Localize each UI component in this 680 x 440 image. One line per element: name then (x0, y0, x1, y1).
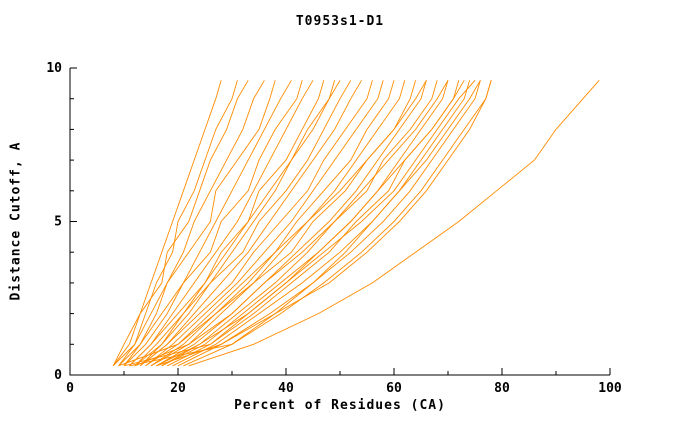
x-axis-label: Percent of Residues (CA) (234, 398, 446, 413)
model-curve (123, 80, 465, 367)
model-curve (123, 80, 303, 367)
model-curve (129, 80, 481, 367)
model-curve (150, 80, 417, 367)
model-curve (134, 80, 449, 367)
model-curve (129, 80, 325, 367)
model-curve (112, 80, 249, 367)
model-curve (134, 80, 336, 367)
x-tick-label: 40 (278, 381, 294, 396)
model-curve (145, 80, 384, 367)
model-curve (112, 80, 222, 367)
chart-title: T0953s1-D1 (295, 14, 385, 29)
x-tick-label: 80 (494, 381, 510, 396)
model-curve (177, 80, 481, 367)
model-curve (161, 80, 476, 367)
x-tick-label: 20 (170, 381, 186, 396)
model-curve (134, 80, 352, 367)
x-tick-label: 100 (598, 381, 622, 396)
x-tick-label: 0 (66, 381, 74, 396)
model-curve (183, 80, 492, 367)
y-tick-label: 10 (46, 61, 62, 76)
model-curve (118, 80, 276, 367)
y-tick-label: 0 (54, 368, 62, 383)
model-curve (118, 80, 427, 367)
model-curve (118, 80, 265, 367)
model-curve (139, 80, 362, 367)
model-curve (145, 80, 395, 367)
model-curve (123, 80, 292, 367)
model-curve (139, 80, 373, 367)
model-curve (156, 80, 427, 367)
model-curve (188, 80, 600, 367)
model-curve (112, 80, 238, 367)
model-curve (156, 80, 438, 367)
y-tick-label: 5 (54, 215, 62, 230)
model-curve (139, 80, 341, 367)
x-tick-label: 60 (386, 381, 402, 396)
model-curve (129, 80, 314, 367)
model-curve (156, 80, 492, 367)
